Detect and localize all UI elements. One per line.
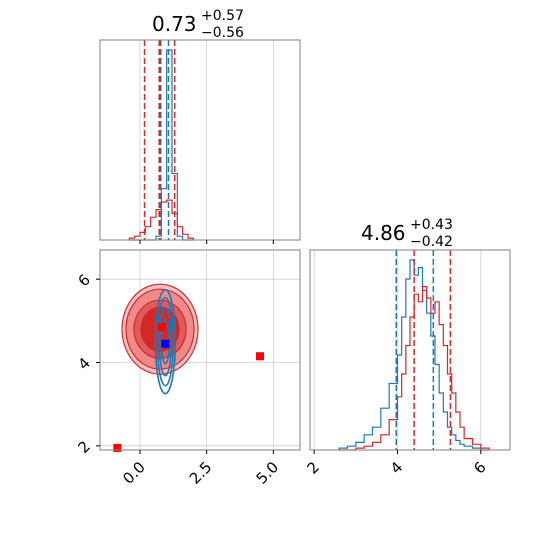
blue-contour-0: [154, 288, 177, 395]
panel-marginal-2: 2 4 6: [304, 249, 511, 478]
blue-contour-2: [158, 306, 173, 377]
panel-marginal-1: [99, 39, 301, 244]
marker-1: [161, 339, 170, 348]
xtick-label-right-1: 4: [387, 458, 406, 477]
hist-right-series-1: [339, 286, 490, 451]
xtick-label-2d-0: 0.0: [119, 458, 149, 488]
frame-top: [99, 39, 301, 241]
title-param-2-plus: +0.43: [410, 217, 453, 233]
marker-2: [256, 352, 264, 361]
marker-0: [157, 323, 166, 332]
xtick-label-2d-1: 2.5: [186, 458, 216, 488]
frame-right: [309, 249, 511, 451]
title-param-2-minus: −0.42: [410, 234, 453, 250]
ytick-label-2d-1: 4: [74, 354, 93, 373]
title-param-2: 4.86 +0.43 −0.42: [361, 217, 453, 250]
title-param-2-value: 4.86: [361, 221, 406, 245]
title-param-1-minus: −0.56: [201, 25, 244, 41]
blue-contour-1: [156, 296, 175, 387]
hist-right-series-0: [338, 259, 490, 451]
frame-2d: [99, 249, 301, 451]
xtick-label-2d-2: 5.0: [253, 458, 283, 488]
xtick-label-right-0: 2: [304, 458, 323, 477]
title-param-1-plus: +0.57: [201, 8, 244, 24]
title-param-1: 0.73 +0.57 −0.56: [152, 8, 244, 41]
ytick-label-2d-2: 6: [74, 271, 93, 290]
xtick-label-right-2: 6: [470, 458, 489, 477]
title-param-1-value: 0.73: [152, 12, 197, 36]
ytick-label-2d-0: 2: [74, 437, 93, 456]
marker-3: [113, 443, 122, 452]
panel-2d: 0.0 2.5 5.0 2 4 6: [74, 249, 301, 488]
